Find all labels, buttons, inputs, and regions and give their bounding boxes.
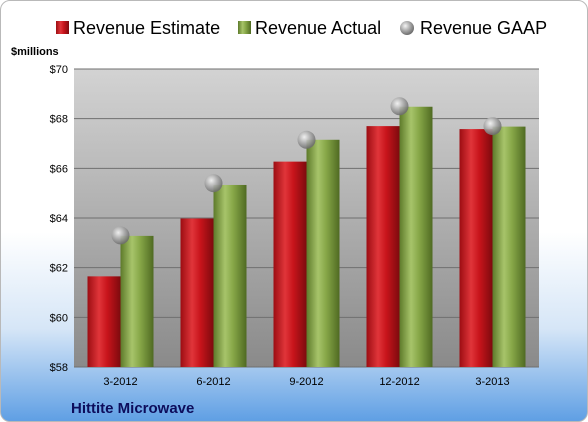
marker-revenue-gaap [483,117,502,136]
legend-swatch-gaap [400,21,414,35]
marker-revenue-gaap [111,226,130,245]
legend-swatch-actual [238,21,251,34]
y-tick-label: $64 [50,213,68,225]
bar-revenue-estimate [273,161,307,367]
company-name: Hittite Microwave [71,400,194,417]
y-axis-unit-label: $millions [11,46,59,58]
marker-revenue-gaap [204,174,223,193]
bar-revenue-estimate [87,276,121,367]
y-tick-label: $66 [50,163,68,175]
x-tick-label: 3-2012 [103,376,137,388]
x-tick-label: 12-2012 [379,376,419,388]
marker-revenue-gaap [297,130,316,149]
legend-label-estimate: Revenue Estimate [73,18,220,38]
legend-swatch-estimate [56,21,69,34]
bar-revenue-actual [492,126,526,367]
legend-label-gaap: Revenue GAAP [420,18,547,38]
x-tick-label: 6-2012 [196,376,230,388]
bar-revenue-estimate [366,126,400,367]
legend-label-actual: Revenue Actual [255,18,381,38]
y-tick-label: $62 [50,263,68,275]
marker-revenue-gaap [390,97,409,116]
bar-revenue-actual [120,235,154,367]
bar-revenue-actual [213,184,247,367]
y-tick-label: $70 [50,64,68,76]
x-tick-label: 3-2013 [475,376,509,388]
y-tick-label: $68 [50,114,68,126]
bar-revenue-estimate [459,129,493,367]
bar-revenue-actual [306,139,340,367]
y-tick-label: $60 [50,312,68,324]
x-tick-label: 9-2012 [289,376,323,388]
legend: Revenue Estimate Revenue Actual Revenue … [56,18,547,38]
bar-revenue-actual [399,106,433,367]
bar-revenue-estimate [180,218,214,367]
y-tick-label: $58 [50,362,68,374]
